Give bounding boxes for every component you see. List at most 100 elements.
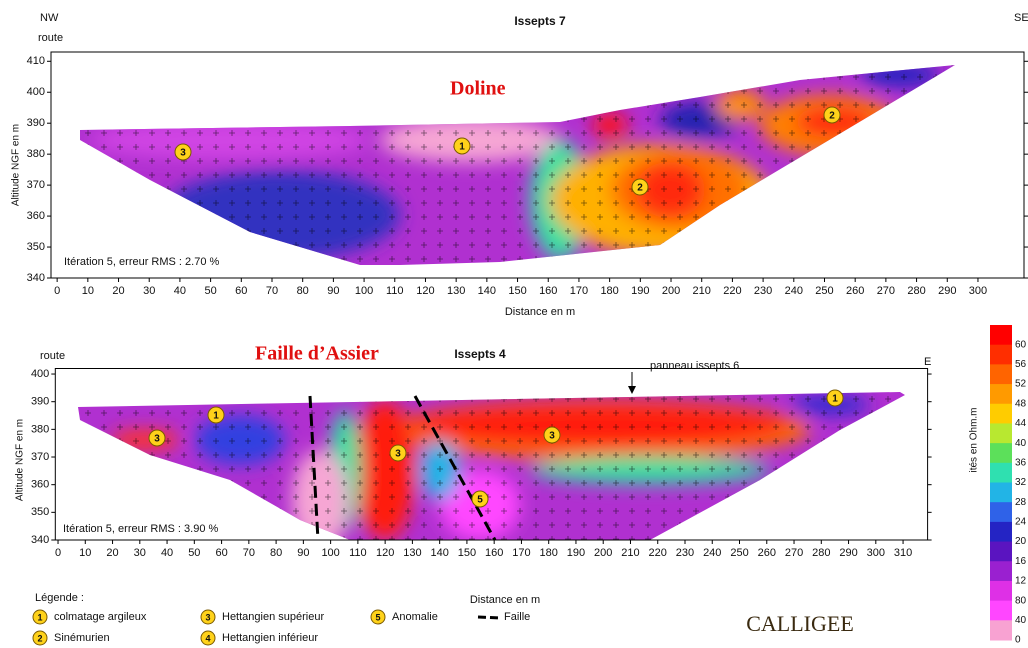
x-tick-label: 150 (458, 547, 476, 559)
marker-badge (174, 143, 192, 161)
colorbar-title: ités en Ohm.m (969, 407, 980, 472)
x-tick-label: 30 (134, 547, 146, 559)
colorbar-swatch (990, 364, 1012, 385)
x-tick-label: 280 (907, 285, 925, 297)
x-tick-label: 90 (297, 547, 309, 559)
x-tick-label: 60 (215, 547, 227, 559)
y-tick-label: 400 (31, 368, 49, 380)
x-tick-label: 50 (204, 285, 216, 297)
y-tick-label: 340 (27, 272, 45, 284)
x-tick-label: 270 (877, 285, 895, 297)
y-tick-label: 360 (31, 479, 49, 491)
marker-label: 2 (829, 111, 835, 122)
annotation: Faille d’Assier (255, 343, 379, 365)
x-tick-label: 130 (447, 285, 465, 297)
marker-badge (826, 389, 844, 407)
x-tick-label: 300 (969, 285, 987, 297)
x-tick-label: 260 (846, 285, 864, 297)
colorbar-label: 40 (1015, 615, 1027, 626)
colorbar-swatch (990, 580, 1012, 602)
colorbar-swatch (990, 620, 1012, 641)
x-tick-label: 80 (297, 285, 309, 297)
y-tick-label: 400 (27, 86, 45, 98)
legend-badge (370, 609, 386, 625)
plot-frame (50, 51, 1025, 279)
x-tick-label: 310 (894, 547, 912, 559)
x-tick-label: 160 (539, 285, 557, 297)
x-tick-label: 120 (416, 285, 434, 297)
x-tick-label: 300 (867, 547, 885, 559)
x-tick-label: 230 (754, 285, 772, 297)
colorbar-swatch (990, 482, 1012, 503)
x-tick-label: 40 (174, 285, 186, 297)
x-tick-label: 290 (839, 547, 857, 559)
colorbar-label: 0 (1015, 635, 1021, 646)
annotation: route (40, 350, 65, 362)
x-tick-label: 260 (758, 547, 776, 559)
y-tick-label: 370 (27, 179, 45, 191)
x-tick-label: 110 (349, 547, 367, 559)
x-tick-label: 50 (188, 547, 200, 559)
legend-title: Légende : (35, 592, 84, 604)
marker-label: 3 (395, 449, 401, 460)
x-tick-label: 20 (112, 285, 124, 297)
x-tick-label: 190 (567, 547, 585, 559)
colorbar-label: 40 (1015, 438, 1027, 449)
x-tick-label: 0 (55, 547, 61, 559)
x-tick-label: 220 (723, 285, 741, 297)
legend-label: Sinémurien (54, 632, 110, 644)
y-tick-label: 390 (27, 117, 45, 129)
x-tick-label: 30 (143, 285, 155, 297)
annotation: E (924, 356, 931, 368)
y-axis-label: Altitude NGF en m (11, 124, 22, 206)
x-tick-label: 130 (403, 547, 421, 559)
colorbar-swatch (990, 541, 1012, 562)
annotation: Itération 5, erreur RMS : 3.90 % (63, 523, 219, 535)
colorbar-label: 80 (1015, 595, 1027, 606)
colorbar-label: 20 (1015, 536, 1027, 547)
marker-badge (543, 426, 561, 444)
colorbar-swatch (990, 462, 1012, 483)
annotation: panneau issepts 6 (650, 360, 739, 372)
x-tick-label: 240 (785, 285, 803, 297)
legend-number: 5 (375, 612, 380, 622)
colorbar-swatch (990, 521, 1012, 543)
marker-badge (148, 429, 166, 447)
colorbar-label: 16 (1015, 556, 1027, 567)
x-tick-label: 0 (54, 285, 60, 297)
marker-label: 1 (459, 142, 465, 153)
x-axis-label: Distance en m (470, 594, 540, 606)
y-tick-label: 340 (31, 534, 49, 546)
legend-label: Anomalie (392, 611, 438, 623)
colorbar-swatch (990, 325, 1012, 346)
marker-label: 2 (637, 183, 643, 194)
annotation: SE (1014, 12, 1028, 24)
x-tick-label: 60 (235, 285, 247, 297)
x-tick-label: 250 (815, 285, 833, 297)
colorbar-swatch (990, 561, 1012, 582)
x-tick-label: 180 (540, 547, 558, 559)
legend-number: 1 (37, 612, 42, 622)
x-tick-label: 280 (812, 547, 830, 559)
annotation: NW (40, 12, 59, 24)
marker-badge (207, 406, 225, 424)
legend-badge (32, 609, 48, 625)
marker-label: 3 (180, 148, 186, 159)
y-tick-label: 350 (27, 241, 45, 253)
legend-dash (477, 615, 501, 620)
colorbar-label: 32 (1015, 477, 1027, 488)
y-tick-label: 380 (31, 423, 49, 435)
marker-badge (631, 178, 649, 196)
colorbar-swatch (990, 403, 1012, 424)
x-tick-label: 200 (594, 547, 612, 559)
colorbar-label: 60 (1015, 339, 1027, 350)
x-axis-label: Distance en m (505, 306, 575, 318)
x-tick-label: 240 (703, 547, 721, 559)
x-tick-label: 250 (730, 547, 748, 559)
annotation: Doline (450, 78, 506, 100)
colorbar-label: 28 (1015, 497, 1027, 508)
colorbar-swatch (990, 443, 1012, 464)
annotation: Itération 5, erreur RMS : 2.70 % (64, 256, 220, 268)
marker-badge (389, 444, 407, 462)
x-tick-label: 270 (785, 547, 803, 559)
